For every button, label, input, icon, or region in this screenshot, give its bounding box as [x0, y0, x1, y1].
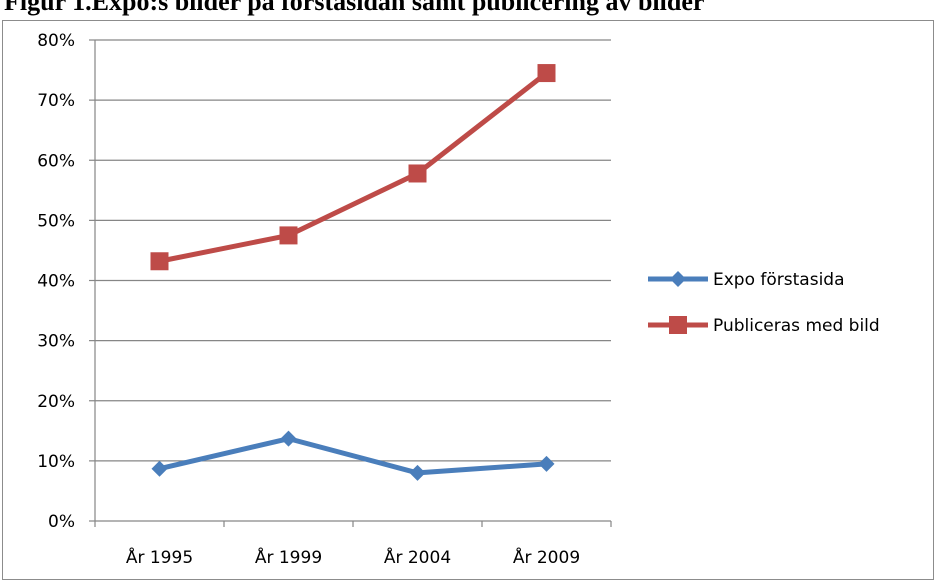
chart-title-text: Figur 1.Expo:s bilder på förstasidan sam… [4, 0, 705, 16]
legend-item: Publiceras med bild [648, 316, 880, 336]
series-0 [151, 430, 555, 481]
series-line [158, 436, 547, 476]
data-point-marker [538, 455, 555, 472]
y-tick-label: 70% [37, 91, 75, 111]
y-tick-label: 40% [37, 272, 75, 292]
legend-item: Expo förstasida [648, 270, 845, 290]
data-point-marker [537, 64, 556, 83]
data-point-marker [408, 164, 427, 183]
series-lines [150, 64, 556, 481]
x-tick-labels: År 1995 År 1999 År 2004 År 2009 [126, 546, 580, 568]
series-1 [150, 64, 556, 271]
axes [89, 39, 612, 527]
y-tick-label: 0% [48, 512, 75, 532]
chart-title-fragment: Figur 1.Expo:s bilder på förstasidan sam… [0, 0, 938, 22]
data-point-marker [151, 460, 168, 477]
data-point-marker [280, 430, 297, 447]
y-tick-label: 80% [37, 31, 75, 51]
y-tick-label: 20% [37, 392, 75, 412]
data-point-marker [279, 226, 298, 245]
legend-label: Publiceras med bild [713, 316, 880, 336]
legend-label: Expo förstasida [713, 270, 845, 290]
series-line [159, 71, 549, 264]
legend-marker [669, 316, 687, 334]
data-point-marker [409, 464, 426, 481]
legend: Expo förstasida Publiceras med bild [648, 270, 880, 336]
y-tick-label: 50% [37, 211, 75, 231]
x-tick-label: År 2004 [384, 546, 451, 568]
legend-marker [670, 271, 686, 287]
y-tick-label: 30% [37, 332, 75, 352]
y-tick-label: 10% [37, 452, 75, 472]
x-tick-label: År 1999 [255, 546, 322, 568]
y-tick-labels: 0% 10% 20% 30% 40% 50% 60% 70% 80% [37, 31, 75, 532]
x-tick-label: År 2009 [513, 546, 580, 568]
gridlines [95, 39, 611, 462]
x-tick-label: År 1995 [126, 546, 193, 568]
chart-frame [2, 20, 934, 580]
data-point-marker [150, 252, 169, 271]
y-tick-label: 60% [37, 151, 75, 171]
